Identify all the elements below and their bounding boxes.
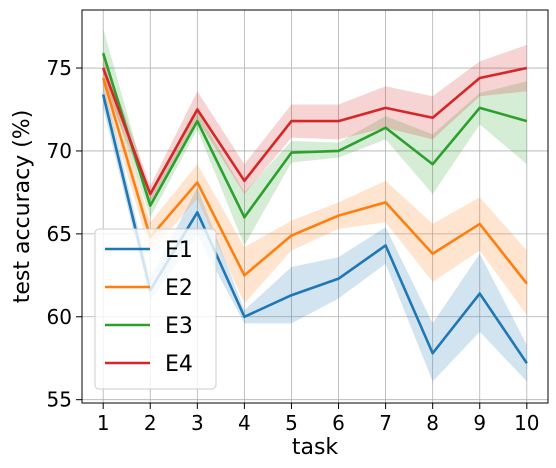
x-axis: 1 2 3 4 5 6 7 8 9 10 <box>97 403 540 435</box>
x-tick-label: 6 <box>332 411 345 435</box>
y-axis: 55 60 65 70 75 <box>47 56 82 412</box>
legend-box <box>94 228 217 390</box>
x-tick-label: 2 <box>144 411 157 435</box>
x-axis-label: task <box>292 435 339 460</box>
y-tick-label: 70 <box>47 139 72 163</box>
legend-label: E4 <box>165 352 193 377</box>
legend-label: E2 <box>165 276 193 301</box>
y-tick-label: 60 <box>47 305 72 329</box>
x-tick-label: 7 <box>379 411 392 435</box>
legend: E1 E2 E3 E4 <box>94 228 217 390</box>
series-line-e3 <box>101 52 528 219</box>
band-e2 <box>103 63 527 316</box>
band-e4 <box>103 44 527 203</box>
band-e1 <box>103 81 527 382</box>
legend-label: E3 <box>165 314 193 339</box>
plot-frame <box>81 9 549 404</box>
y-axis-label: test accuracy (%) <box>10 110 35 304</box>
x-tick-label: 4 <box>238 411 251 435</box>
legend-label: E1 <box>165 238 193 263</box>
x-tick-label: 1 <box>97 411 110 435</box>
y-tick-label: 55 <box>47 388 72 412</box>
x-tick-label: 9 <box>473 411 486 435</box>
x-tick-label: 5 <box>285 411 298 435</box>
y-tick-label: 65 <box>47 222 72 246</box>
x-tick-label: 8 <box>426 411 439 435</box>
series-line-e2 <box>101 77 528 285</box>
series-line-e4 <box>101 66 528 196</box>
y-tick-label: 75 <box>47 56 72 80</box>
x-tick-label: 10 <box>514 411 539 435</box>
x-tick-label: 3 <box>191 411 204 435</box>
